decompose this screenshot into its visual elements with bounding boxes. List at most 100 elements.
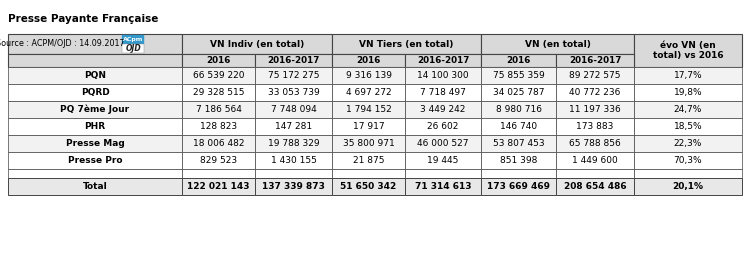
Bar: [405, 67, 481, 84]
Text: 33 053 739: 33 053 739: [268, 88, 320, 97]
Bar: [122, 44, 144, 53]
Text: 75 172 275: 75 172 275: [268, 71, 320, 80]
Bar: [182, 178, 255, 195]
Text: 24,7%: 24,7%: [674, 105, 702, 114]
Bar: [634, 101, 742, 118]
Bar: [556, 135, 634, 152]
Text: 40 772 236: 40 772 236: [569, 88, 621, 97]
Text: 20,1%: 20,1%: [673, 182, 704, 191]
Bar: [332, 118, 405, 135]
Text: 2016-2017: 2016-2017: [568, 56, 621, 65]
Bar: [255, 84, 332, 101]
Bar: [182, 84, 255, 101]
Text: 51 650 342: 51 650 342: [340, 182, 397, 191]
Bar: [634, 84, 742, 101]
Text: PHR: PHR: [85, 122, 106, 131]
Bar: [8, 152, 182, 169]
Bar: [481, 84, 556, 101]
Bar: [332, 178, 405, 195]
Bar: [405, 152, 481, 169]
Bar: [182, 169, 255, 178]
Bar: [8, 178, 182, 195]
Text: 4 697 272: 4 697 272: [346, 88, 392, 97]
Bar: [405, 54, 481, 67]
Text: 8 980 716: 8 980 716: [496, 105, 542, 114]
Bar: [182, 34, 332, 54]
Text: ACpm: ACpm: [123, 37, 143, 42]
Bar: [405, 101, 481, 118]
Bar: [481, 135, 556, 152]
Text: 70,3%: 70,3%: [674, 156, 702, 165]
Text: 9 316 139: 9 316 139: [346, 71, 392, 80]
Bar: [332, 67, 405, 84]
Text: PQ 7ème Jour: PQ 7ème Jour: [61, 105, 130, 114]
Bar: [182, 54, 255, 67]
Bar: [255, 67, 332, 84]
Bar: [634, 169, 742, 178]
Bar: [332, 169, 405, 178]
Text: 19 788 329: 19 788 329: [268, 139, 320, 148]
Bar: [8, 67, 182, 84]
Text: 146 740: 146 740: [500, 122, 537, 131]
Bar: [255, 101, 332, 118]
Text: 829 523: 829 523: [200, 156, 237, 165]
Text: 3 449 242: 3 449 242: [420, 105, 466, 114]
Text: 7 748 094: 7 748 094: [271, 105, 316, 114]
Text: 7 718 497: 7 718 497: [420, 88, 466, 97]
Bar: [481, 54, 556, 67]
Bar: [556, 54, 634, 67]
Bar: [332, 152, 405, 169]
Text: 7 186 564: 7 186 564: [196, 105, 242, 114]
Bar: [634, 152, 742, 169]
Bar: [182, 152, 255, 169]
Bar: [332, 54, 405, 67]
Bar: [556, 67, 634, 84]
Bar: [332, 84, 405, 101]
Text: 128 823: 128 823: [200, 122, 237, 131]
Text: 21 875: 21 875: [352, 156, 384, 165]
Text: 18 006 482: 18 006 482: [193, 139, 244, 148]
Text: Presse Payante Française: Presse Payante Française: [8, 14, 158, 24]
Bar: [481, 169, 556, 178]
Bar: [634, 34, 742, 67]
Text: 26 602: 26 602: [427, 122, 459, 131]
Text: 18,5%: 18,5%: [674, 122, 702, 131]
Bar: [255, 169, 332, 178]
Text: 2016: 2016: [356, 56, 381, 65]
Text: 2016-2017: 2016-2017: [267, 56, 320, 65]
Bar: [634, 67, 742, 84]
Text: 53 807 453: 53 807 453: [493, 139, 544, 148]
Text: Total: Total: [82, 182, 107, 191]
Text: 22,3%: 22,3%: [674, 139, 702, 148]
Text: 137 339 873: 137 339 873: [262, 182, 325, 191]
Bar: [122, 35, 144, 44]
Bar: [481, 101, 556, 118]
Bar: [8, 54, 182, 67]
Bar: [8, 101, 182, 118]
Text: 89 272 575: 89 272 575: [569, 71, 621, 80]
Text: 1 430 155: 1 430 155: [271, 156, 316, 165]
Text: 65 788 856: 65 788 856: [569, 139, 621, 148]
Bar: [8, 118, 182, 135]
Bar: [556, 178, 634, 195]
Bar: [556, 84, 634, 101]
Text: PQN: PQN: [84, 71, 106, 80]
Text: Presse Mag: Presse Mag: [66, 139, 124, 148]
Bar: [182, 67, 255, 84]
Bar: [634, 178, 742, 195]
Text: 173 883: 173 883: [576, 122, 614, 131]
Bar: [182, 118, 255, 135]
Bar: [556, 169, 634, 178]
Text: 208 654 486: 208 654 486: [564, 182, 626, 191]
Text: 34 025 787: 34 025 787: [493, 88, 544, 97]
Text: 1 794 152: 1 794 152: [346, 105, 392, 114]
Bar: [405, 169, 481, 178]
Text: 147 281: 147 281: [275, 122, 312, 131]
Text: 1 449 600: 1 449 600: [572, 156, 618, 165]
Bar: [255, 152, 332, 169]
Bar: [255, 178, 332, 195]
Bar: [332, 135, 405, 152]
Text: 66 539 220: 66 539 220: [193, 71, 244, 80]
Text: 11 197 336: 11 197 336: [569, 105, 621, 114]
Bar: [255, 54, 332, 67]
